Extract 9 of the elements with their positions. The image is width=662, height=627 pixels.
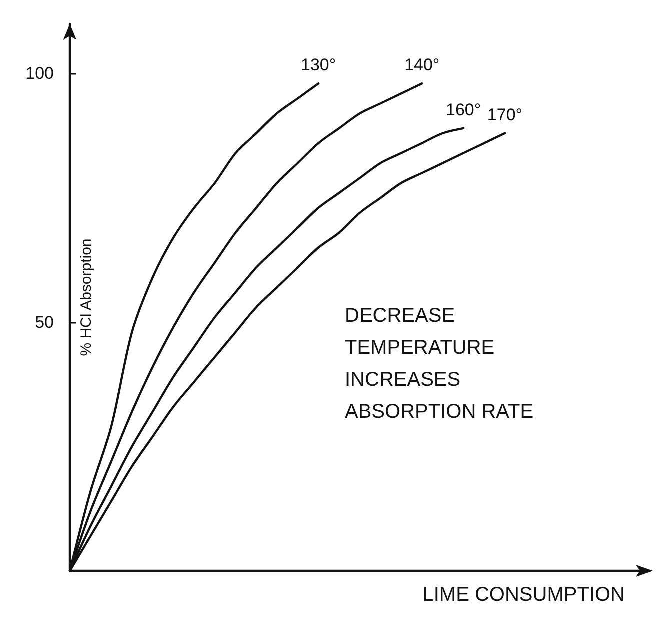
y-axis-title: % HCl Absorption [78,238,95,356]
series-label: 170° [487,105,523,124]
x-axis-title: LIME CONSUMPTION [422,584,625,606]
annotation: DECREASE TEMPERATURE INCREASES ABSORPTION RATE [345,305,534,423]
y-tick-label: 50 [35,312,54,332]
series-label: 140° [404,56,440,75]
y-tick-label: 100 [26,64,54,84]
series-label: 130° [300,56,336,75]
series-label: 160° [446,100,482,120]
